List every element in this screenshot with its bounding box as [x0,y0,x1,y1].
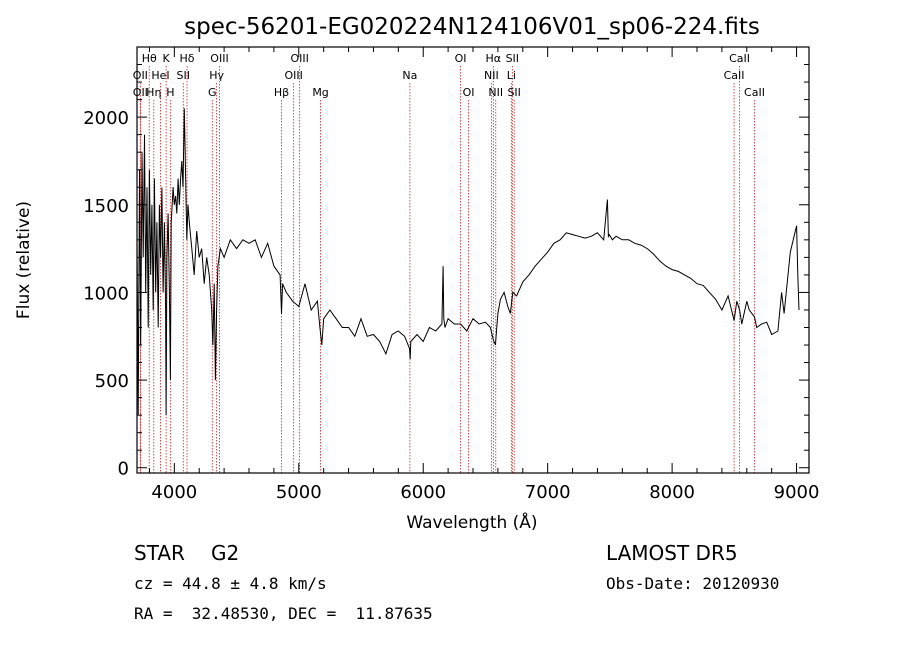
line-label-5: K [163,52,171,65]
redshift-velocity: cz = 44.8 ± 4.8 km/s [134,574,327,593]
line-label-23: Li [507,69,516,82]
object-subclass: G2 [211,541,240,565]
x-tick-label-0: 4000 [151,482,197,503]
spectral-line-markers [139,66,755,473]
y-axis-ticks: 0 500 1000 1500 2000 [83,64,809,480]
line-label-25: CaII [729,52,750,65]
line-label-18: OI [463,86,475,99]
y-tick-label-1: 500 [95,371,129,392]
line-label-27: CaII [744,86,765,99]
y-tick-label-3: 1500 [83,196,129,217]
line-label-9: OIII [210,52,228,65]
x-tick-label-4: 8000 [649,482,695,503]
line-label-12: Hβ [274,86,289,99]
line-label-22: SII [506,52,519,65]
sky-coordinates: RA = 32.48530, DEC = 11.87635 [134,604,433,623]
x-axis-label: Wavelength (Å) [406,511,537,533]
line-label-11: G [208,86,217,99]
x-tick-label-2: 6000 [400,482,446,503]
line-label-13: OIII [290,52,308,65]
line-label-6: H [166,86,174,99]
line-label-10: Hγ [209,69,224,82]
y-tick-label-0: 0 [118,459,129,480]
line-label-1: OII [133,69,148,82]
line-label-19: Hα [486,52,502,65]
x-tick-label-5: 9000 [774,482,820,503]
line-label-15: Mg [312,86,328,99]
line-label-24: SII [507,86,520,99]
object-class: STAR [134,541,185,565]
observation-date: Obs-Date: 20120930 [606,574,780,593]
line-label-16: Na [402,69,417,82]
line-label-20: NII [484,69,499,82]
x-tick-label-3: 7000 [525,482,571,503]
line-label-26: CaII [724,69,745,82]
line-label-8: SII [177,69,190,82]
line-label-17: OI [455,52,467,65]
survey-name: LAMOST DR5 [606,541,738,565]
x-axis-ticks: 4000 5000 6000 7000 8000 9000 [148,47,820,503]
line-label-14: OIII [284,69,302,82]
spectrum-line [136,108,800,416]
chart-title: spec-56201-EG020224N124106V01_sp06-224.f… [184,14,760,40]
line-label-0: Hθ [142,52,157,65]
line-label-3: Hη [146,86,161,99]
y-tick-label-2: 1000 [83,283,129,304]
line-label-4: HeI [151,69,169,82]
line-label-7: Hδ [180,52,195,65]
y-tick-label-4: 2000 [83,108,129,129]
y-axis-label: Flux (relative) [14,201,34,319]
x-tick-label-1: 5000 [276,482,322,503]
line-label-21: NII [488,86,503,99]
plot-frame [136,46,810,474]
